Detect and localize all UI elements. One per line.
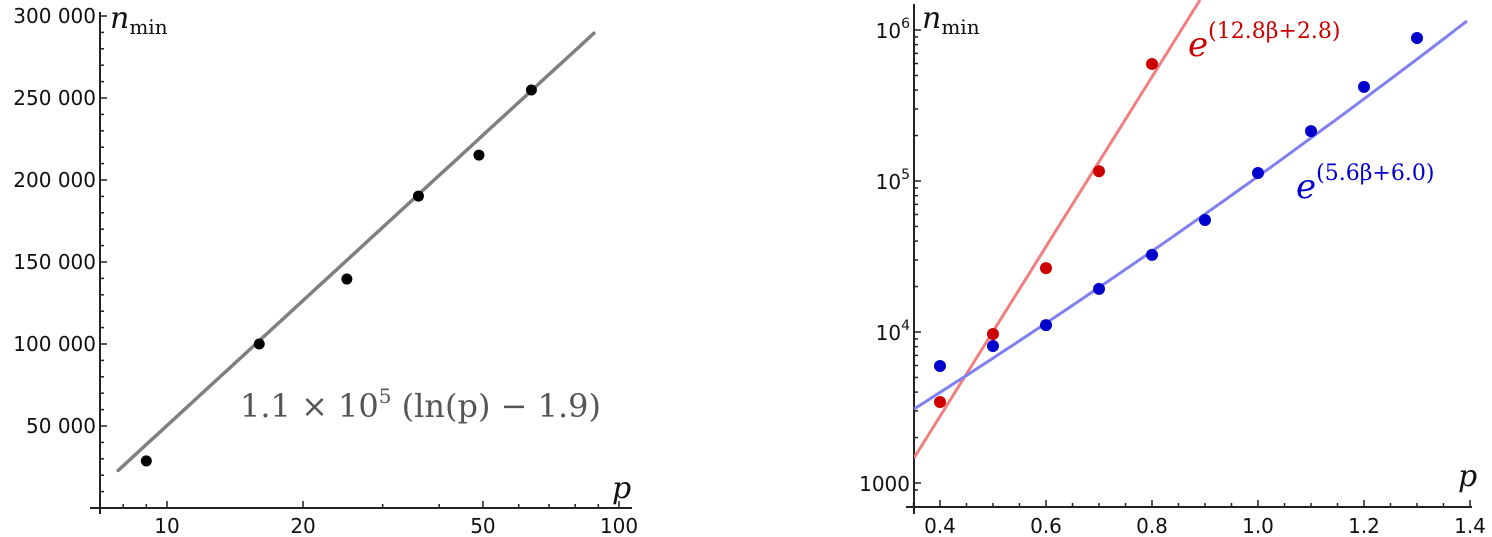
x-axis-label: p [1458, 459, 1477, 494]
x-tick-label: 0.8 [1136, 514, 1168, 537]
blue-data-point [1199, 213, 1211, 226]
x-tick-label: 10 [154, 514, 179, 537]
y-tick-label-1e6: 106 [876, 16, 910, 43]
data-point [341, 273, 353, 285]
data-point [140, 455, 152, 467]
blue-data-point [1358, 80, 1370, 93]
x-tick-label: 0.4 [924, 514, 956, 537]
y-tick-label: 50 000 [26, 414, 96, 438]
y-tick-label: 200 000 [13, 168, 96, 192]
data-point [412, 190, 424, 202]
x-tick-label: 100 [600, 514, 638, 537]
y-axis-label: nmin [110, 1, 168, 39]
data-point [473, 149, 485, 161]
x-tick-label: 20 [290, 514, 315, 537]
red-data-point [1093, 165, 1105, 178]
red-data-point [934, 395, 946, 408]
blue-data-point [934, 360, 946, 373]
red-data-point [1146, 57, 1158, 70]
red-data-point [1040, 262, 1052, 275]
red-fit-formula: e(12.8β+2.8) [1188, 19, 1340, 65]
blue-data-point [1305, 125, 1317, 138]
y-tick-label: 150 000 [13, 250, 96, 274]
y-tick-label-1e4: 104 [876, 318, 910, 345]
blue-data-point [1252, 166, 1264, 179]
left-chart-log-p: 50 000 100 000 150 000 200 000 250 000 300 00… [13, 1, 638, 537]
x-tick-label: 1.0 [1242, 514, 1274, 537]
x-axis-label: p [612, 471, 631, 506]
x-tick-label: 1.2 [1348, 514, 1380, 537]
y-tick-label: 100 000 [13, 332, 96, 356]
blue-fit-line [913, 19, 1468, 411]
data-point [525, 84, 537, 96]
y-tick-label-1e5: 105 [876, 167, 910, 194]
blue-fit-formula: e(5.6β+6.0) [1296, 161, 1434, 207]
blue-data-point [1040, 319, 1052, 332]
blue-data-point [1146, 248, 1158, 261]
y-tick-label-1000: 1000 [859, 472, 910, 496]
blue-data-point [1093, 282, 1105, 295]
data-point [253, 338, 265, 350]
y-tick-label: 300 000 [13, 4, 96, 28]
x-tick-label: 1.4 [1454, 514, 1486, 537]
blue-data-point [987, 340, 999, 353]
y-axis-label: nmin [922, 1, 980, 39]
red-fit-line [914, 0, 1202, 459]
y-tick-label: 250 000 [13, 86, 96, 110]
fit-line [116, 31, 596, 473]
x-tick-label: 0.6 [1030, 514, 1062, 537]
fit-formula-annotation: 1.1 × 105 (ln(p) − 1.9) [240, 384, 601, 425]
x-tick-label: 50 [470, 514, 495, 537]
red-data-point [987, 327, 999, 340]
blue-data-point [1411, 32, 1423, 45]
